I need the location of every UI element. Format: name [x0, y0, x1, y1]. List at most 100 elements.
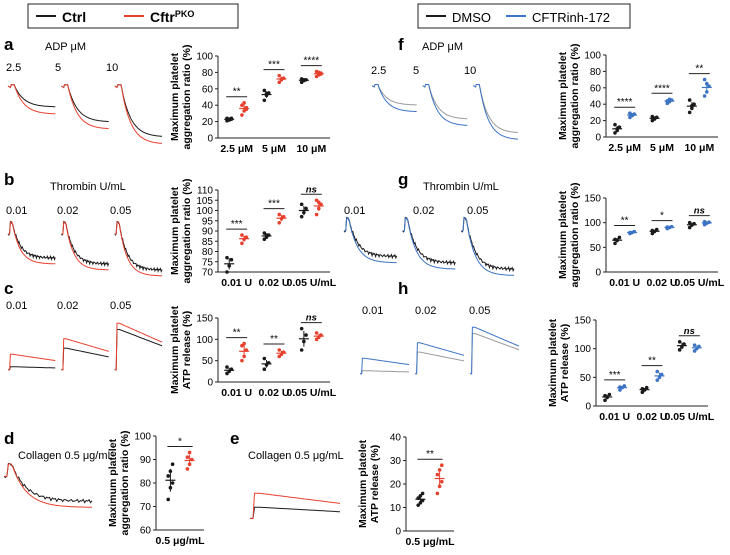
point-a-0-treat-0	[240, 113, 244, 117]
trace-title-f: ADP μM	[422, 41, 463, 53]
trace-b-3-treat	[114, 221, 163, 277]
sig-label-f-2: **	[695, 64, 703, 75]
y-tick-label-d-3: 90	[140, 455, 152, 466]
chart-e: 0 10 20 30 40 Maximum plateletATP release (%)…	[357, 433, 455, 549]
point-h-0-ctrl-0	[603, 398, 607, 403]
y-tick-label-f-1: 20	[590, 116, 602, 127]
x-tick-label-g-0: 0.01 U	[609, 277, 640, 289]
trace-h-3-ctrl	[470, 333, 520, 375]
point-d-0-treat-0	[185, 467, 190, 471]
point-e-0-ctrl-5	[420, 491, 425, 496]
trace-group-g	[343, 216, 515, 276]
trace-h-1-treat	[360, 357, 410, 375]
trace-label-a-2: 10	[106, 62, 118, 74]
y-tick-label-d-1: 70	[140, 502, 152, 513]
trace-label-a-0: 2.5	[6, 62, 21, 74]
y-tick-label-d-0: 60	[140, 526, 152, 537]
x-tick-label-a-2: 10 μM	[296, 143, 326, 155]
trace-label-b-1: 0.02	[57, 205, 78, 217]
point-h-0-treat-0	[618, 388, 622, 392]
trace-c-2-treat	[61, 338, 109, 371]
trace-label-f-2: 10	[464, 65, 476, 77]
sig-label-c-0: **	[233, 328, 241, 339]
y-tick-label-d-2: 80	[140, 479, 152, 490]
point-b-2-ctrl-0	[299, 214, 304, 219]
point-c-1-ctrl-3	[262, 356, 267, 361]
trace-group-d	[3, 462, 93, 508]
point-g-2-ctrl-0	[687, 225, 692, 230]
point-e-0-ctrl-0	[416, 503, 421, 507]
y-axis-label-line-g-0: Maximum platelet	[557, 190, 569, 279]
panel-letter-e: e	[230, 429, 239, 448]
trace-b-2-treat	[61, 221, 109, 271]
trace-e-1-treat	[250, 492, 341, 519]
panel-letter-h: h	[398, 279, 408, 298]
y-tick-label-g-2: 100	[584, 218, 601, 229]
legend-cftrinh-label: CFTRinh-172	[532, 10, 610, 25]
y-tick-label-e-0: 0	[395, 527, 401, 538]
point-a-0-treat-4	[242, 100, 246, 105]
point-a-1-ctrl-0	[262, 98, 267, 103]
point-b-2-ctrl-2	[304, 206, 308, 211]
x-tick-label-c-2: 0.05 U/mL	[287, 387, 337, 399]
panel-letter-c: c	[4, 279, 13, 298]
sig-label-b-1: ***	[268, 199, 280, 210]
y-axis-label-d: Maximum plateletaggregation ratio (%)	[107, 430, 131, 535]
x-tick-label-h-1: 0.02 U	[637, 411, 668, 423]
x-tick-label-d-0: 0.5 μg/mL	[155, 535, 205, 547]
trace-g-3-ctrl	[460, 216, 515, 273]
sig-label-c-2: ns	[306, 313, 317, 324]
trace-label-h-0: 0.01	[362, 305, 383, 317]
point-c-1-treat-3	[277, 348, 282, 352]
point-h-1-treat-0	[655, 378, 660, 383]
point-d-0-ctrl-5	[170, 462, 175, 467]
trace-label-g-1: 0.02	[413, 205, 434, 217]
trace-b-3-ctrl	[114, 220, 163, 274]
point-h-2-treat-0	[692, 349, 697, 353]
point-h-1-treat-3	[655, 369, 660, 374]
trace-group-e	[250, 492, 341, 519]
sig-label-h-2: ns	[684, 326, 695, 337]
trace-c-1-treat	[8, 353, 56, 371]
y-tick-label-a-1: 20	[202, 117, 214, 128]
trace-f-1-treat	[371, 84, 417, 113]
x-tick-label-a-0: 2.5 μM	[220, 143, 253, 155]
point-f-2-treat-0	[702, 94, 707, 98]
y-axis-label-line-e-0: Maximum platelet	[357, 439, 369, 528]
point-f-0-ctrl-0	[613, 131, 617, 135]
y-tick-label-a-4: 80	[202, 68, 214, 79]
y-tick-label-b-5: 95	[202, 216, 214, 227]
point-c-1-ctrl-0	[262, 367, 267, 372]
y-tick-label-c-1: 50	[202, 356, 214, 367]
trace-a-3-treat	[114, 84, 163, 144]
legend-dmso-label: DMSO	[452, 10, 491, 25]
x-tick-label-a-1: 5 μM	[262, 143, 286, 155]
trace-g-1-treat	[344, 217, 397, 264]
point-b-0-ctrl-3	[225, 255, 229, 260]
point-f-1-treat-4	[667, 97, 672, 102]
point-h-2-ctrl-3	[677, 339, 682, 344]
sig-label-b-0: ***	[231, 219, 243, 230]
trace-title-d: Collagen 0.5 μg/mL	[18, 450, 114, 462]
x-tick-label-g-1: 0.02 U	[647, 277, 678, 289]
x-tick-label-h-0: 0.01 U	[599, 411, 630, 423]
point-g-0-ctrl-0	[613, 241, 617, 246]
y-tick-label-b-7: 105	[196, 196, 213, 207]
point-b-0-ctrl-2	[229, 257, 234, 262]
y-tick-label-f-2: 40	[590, 100, 602, 111]
sig-label-e-0: **	[426, 449, 434, 460]
sig-label-f-0: ****	[617, 97, 633, 108]
trace-g-2-treat	[402, 217, 456, 270]
x-tick-label-f-0: 2.5 μM	[608, 142, 641, 154]
y-axis-label-line-e-1: ATP release (%)	[369, 445, 381, 523]
point-c-0-ctrl-3	[225, 365, 229, 369]
y-tick-label-a-5: 100	[196, 52, 213, 63]
trace-h-2-ctrl	[415, 351, 465, 375]
y-tick-label-c-3: 150	[196, 314, 213, 325]
trace-label-c-2: 0.05	[110, 300, 131, 312]
trace-b-2-ctrl	[60, 220, 110, 267]
